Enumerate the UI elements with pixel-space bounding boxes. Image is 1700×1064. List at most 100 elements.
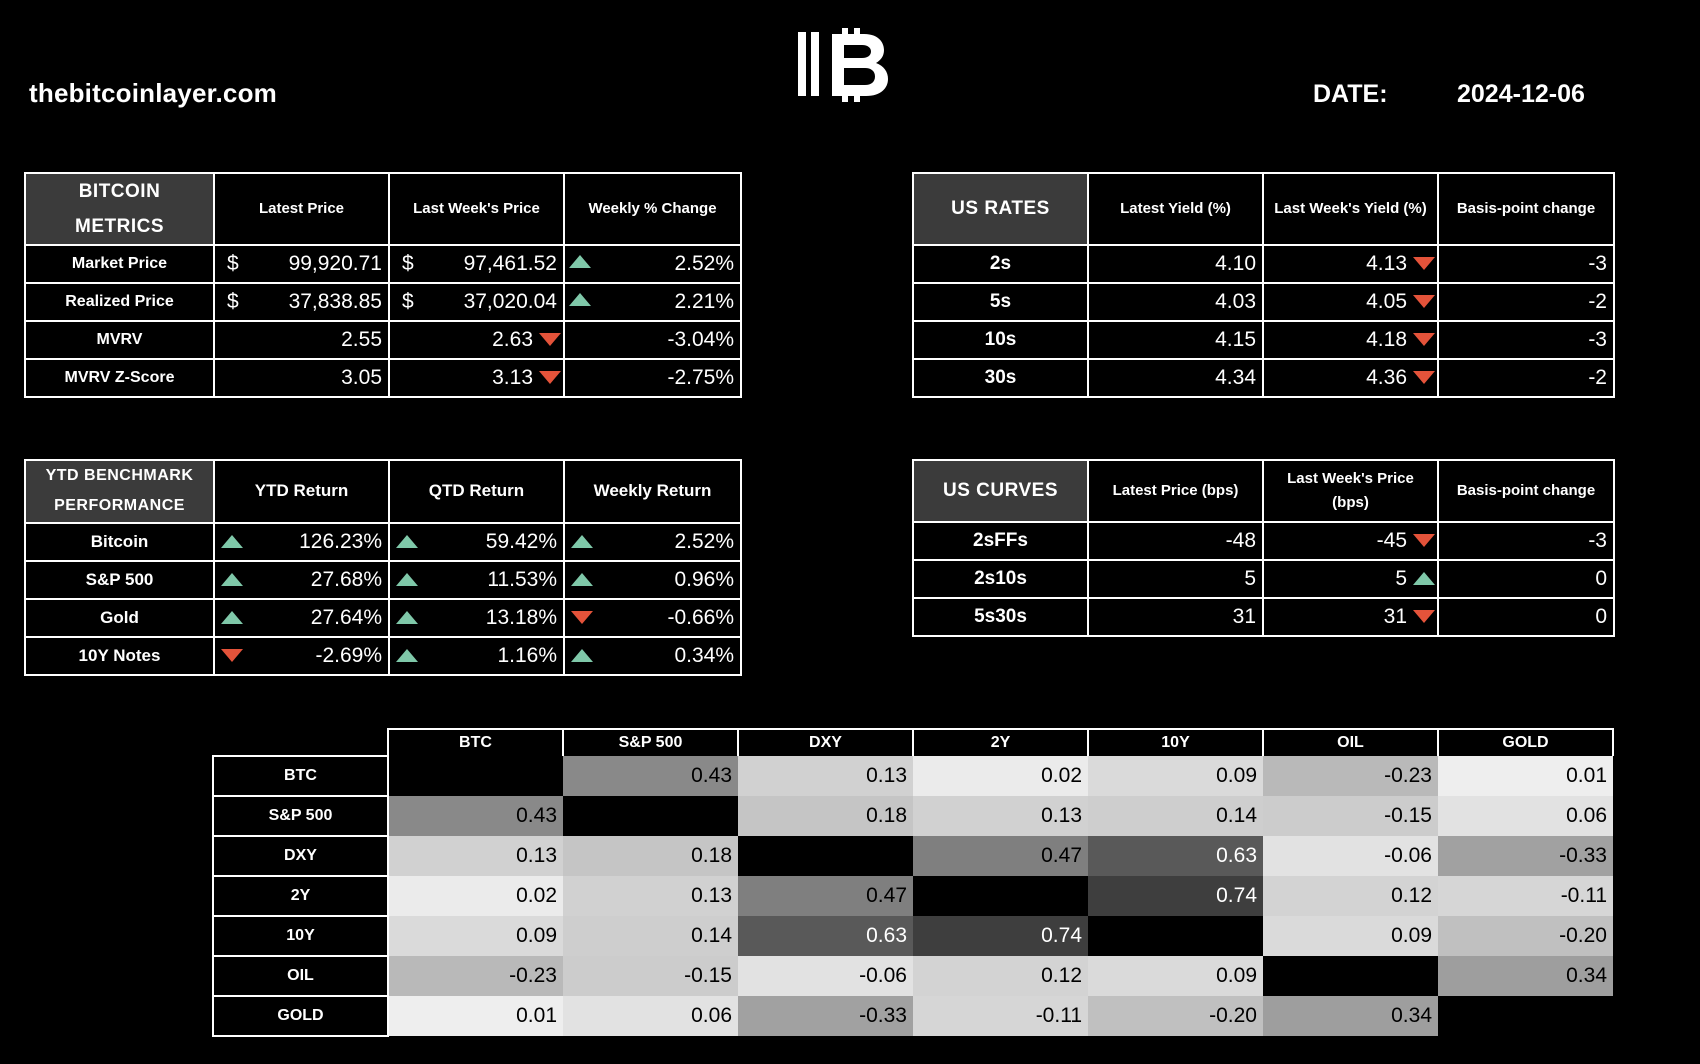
table-row: Bitcoin 126.23% 59.42% 2.52% (24, 521, 742, 562)
latest-value: 4.03 (1087, 282, 1264, 322)
row-label: OIL (212, 955, 389, 997)
change-value: -2.75% (616, 358, 743, 399)
currency-symbol: $ (402, 290, 414, 314)
last-week-value: 4.18 (1366, 328, 1407, 351)
change-value: 0 (1437, 559, 1615, 599)
latest-value: -48 (1087, 521, 1264, 561)
header-ytd-return: YTD Return (213, 459, 390, 524)
table-row: Gold 27.64% 13.18% -0.66% (24, 597, 742, 638)
correlation-cell: -0.20 (1088, 996, 1263, 1036)
latest-value: 4.34 (1087, 358, 1264, 398)
correlation-cell: 0.13 (563, 876, 738, 916)
correlation-cell: 0.09 (388, 916, 563, 956)
qtd-value: 13.18% (485, 605, 557, 629)
latest-value: 4.10 (1087, 244, 1264, 284)
row-label: 2s10s (912, 559, 1089, 599)
correlation-cell: 0.14 (1088, 796, 1263, 836)
date-label: DATE: (1313, 80, 1388, 108)
last-week-value: 97,461.52 (463, 252, 557, 276)
correlation-matrix: BTC S&P 500 DXY 2Y 10Y OIL GOLD BTC 0.43 0.13 0.0… (212, 728, 1614, 1037)
row-label: BTC (212, 755, 389, 797)
correlation-cell: -0.15 (563, 956, 738, 996)
down-arrow-icon (571, 610, 593, 624)
row-label: 2sFFs (912, 521, 1089, 561)
correlation-cell: -0.15 (1263, 796, 1438, 836)
header-bp-change: Basis-point change (1437, 172, 1615, 246)
correlation-cell (388, 756, 563, 796)
down-arrow-icon (221, 648, 243, 662)
up-arrow-icon (569, 293, 591, 307)
correlation-cell: 0.12 (913, 956, 1088, 996)
ytd-benchmark-table: YTD BENCHMARK PERFORMANCE YTD Return QTD … (24, 459, 742, 676)
correlation-cell: 0.09 (1088, 956, 1263, 996)
last-week-value: 37,020.04 (463, 290, 557, 314)
us-rates-title: US RATES (912, 172, 1089, 246)
header-last-week-price: Last Week's Price (388, 171, 565, 247)
row-label: S&P 500 (212, 795, 389, 837)
row-label: MVRV Z-Score (24, 358, 215, 399)
weekly-value: -0.66% (667, 605, 734, 629)
latest-value: 31 (1087, 597, 1264, 637)
table-row: 5s30s 31 31 0 (912, 597, 1615, 637)
change-value: 2.21% (616, 282, 743, 323)
row-label: 5s (912, 282, 1089, 322)
correlation-cell (738, 836, 913, 876)
latest-value: 2.55 (213, 320, 390, 361)
correlation-cell: 0.47 (738, 876, 913, 916)
table-row: 2s10s 5 5 0 (912, 559, 1615, 599)
correlation-cell: 0.18 (738, 796, 913, 836)
column-header: 10Y (1087, 728, 1264, 756)
header-weekly-return: Weekly Return (563, 459, 742, 524)
up-arrow-icon (571, 648, 593, 662)
correlation-cell: 0.34 (1263, 996, 1438, 1036)
bitcoin-metrics-table: BITCOIN METRICS Latest Price Last Week's … (24, 171, 743, 399)
correlation-cell (1088, 916, 1263, 956)
qtd-value: 11.53% (487, 567, 557, 591)
latest-value: 5 (1087, 559, 1264, 599)
correlation-cell: 0.63 (1088, 836, 1263, 876)
up-arrow-icon (1413, 572, 1435, 585)
table-row: MVRV Z-Score 3.05 3.13 -2.75% (24, 358, 743, 399)
up-arrow-icon (396, 572, 418, 586)
correlation-cell (563, 796, 738, 836)
change-value: -2 (1437, 358, 1615, 398)
last-week-value: 4.05 (1366, 290, 1407, 313)
header-last-week-price-bps: Last Week's Price (bps) (1262, 459, 1439, 523)
up-arrow-icon (221, 610, 243, 624)
ytd-value: -2.69% (315, 643, 382, 667)
correlation-cell: 0.63 (738, 916, 913, 956)
up-arrow-icon (571, 572, 593, 586)
down-arrow-icon (1413, 534, 1435, 547)
row-label: GOLD (212, 995, 389, 1037)
down-arrow-icon (1413, 333, 1435, 346)
last-week-value: 4.36 (1366, 366, 1407, 389)
weekly-value: 0.34% (674, 643, 734, 667)
currency-symbol: $ (227, 252, 239, 276)
table-row: 5s 4.03 4.05 -2 (912, 282, 1615, 322)
us-curves-title: US CURVES (912, 459, 1089, 523)
correlation-cell: 0.12 (1263, 876, 1438, 916)
change-value: -3 (1437, 521, 1615, 561)
change-value: 2.52% (616, 244, 743, 285)
last-week-value: -45 (1376, 529, 1407, 552)
corner-blank (213, 729, 388, 756)
bitcoin-metrics-title: BITCOIN METRICS (24, 171, 215, 247)
correlation-cell: 0.13 (738, 756, 913, 796)
table-row: 2sFFs -48 -45 -3 (912, 521, 1615, 561)
correlation-cell: -0.33 (738, 996, 913, 1036)
header-bp-change: Basis-point change (1437, 459, 1615, 523)
column-header: OIL (1262, 728, 1439, 756)
ytd-value: 126.23% (299, 529, 382, 553)
change-value: -2 (1437, 282, 1615, 322)
qtd-value: 59.42% (485, 529, 557, 553)
last-week-value: 31 (1383, 605, 1407, 628)
correlation-cell: 0.01 (1438, 756, 1613, 796)
down-arrow-icon (539, 333, 561, 347)
latest-value: 37,838.85 (288, 290, 382, 314)
up-arrow-icon (571, 534, 593, 548)
row-label: 2Y (212, 875, 389, 917)
row-label: Bitcoin (24, 521, 215, 562)
correlation-cell: 0.13 (388, 836, 563, 876)
correlation-cell: 0.74 (1088, 876, 1263, 916)
row-label: Market Price (24, 244, 215, 285)
